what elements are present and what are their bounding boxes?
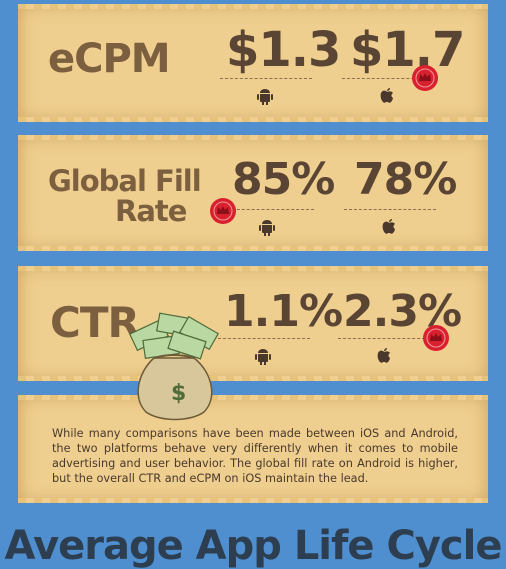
ecpm-label: eCPM [48, 36, 171, 82]
ctr-banner [18, 266, 488, 381]
ecpm-banner [18, 4, 488, 122]
ecpm-ios-value: $1.7 [350, 22, 465, 78]
banner-edge-bottom [18, 376, 488, 381]
ctr-android-divider [218, 338, 310, 339]
summary-banner [18, 395, 488, 503]
banner-edge-bottom [18, 246, 488, 251]
banner-edge-top [18, 266, 488, 271]
banner-edge-top [18, 135, 488, 140]
crown-seal-icon [412, 65, 438, 91]
fill-rate-label-line1: Global Fill [48, 164, 202, 198]
fill-ios-divider [344, 209, 436, 210]
crown-seal-icon [423, 325, 449, 351]
fill-rate-label-line2: Rate [115, 194, 187, 228]
fill-rate-ios-value: 78% [354, 154, 457, 205]
ecpm-android-divider [220, 78, 312, 79]
banner-edge-bottom [18, 498, 488, 503]
ctr-ios-divider [338, 338, 430, 339]
banner-edge-top [18, 395, 488, 400]
android-icon [257, 89, 273, 105]
android-icon [259, 220, 275, 236]
banner-edge-bottom [18, 117, 488, 122]
banner-edge-top [18, 4, 488, 9]
section-title: Average App Life Cycle [4, 523, 503, 569]
crown-seal-icon [210, 198, 236, 224]
summary-paragraph: While many comparisons have been made be… [52, 427, 458, 485]
money-bag-icon: $ [128, 312, 220, 421]
apple-icon [380, 88, 393, 103]
apple-icon [382, 219, 395, 234]
ecpm-android-value: $1.3 [226, 22, 341, 78]
apple-icon [377, 348, 390, 363]
ecpm-ios-divider [342, 78, 434, 79]
fill-rate-banner [18, 135, 488, 251]
fill-rate-android-value: 85% [232, 154, 335, 205]
ctr-label: CTR [50, 298, 140, 347]
android-icon [255, 349, 271, 365]
fill-android-divider [222, 209, 314, 210]
ctr-android-value: 1.1% [224, 286, 343, 337]
svg-text:$: $ [171, 381, 186, 406]
